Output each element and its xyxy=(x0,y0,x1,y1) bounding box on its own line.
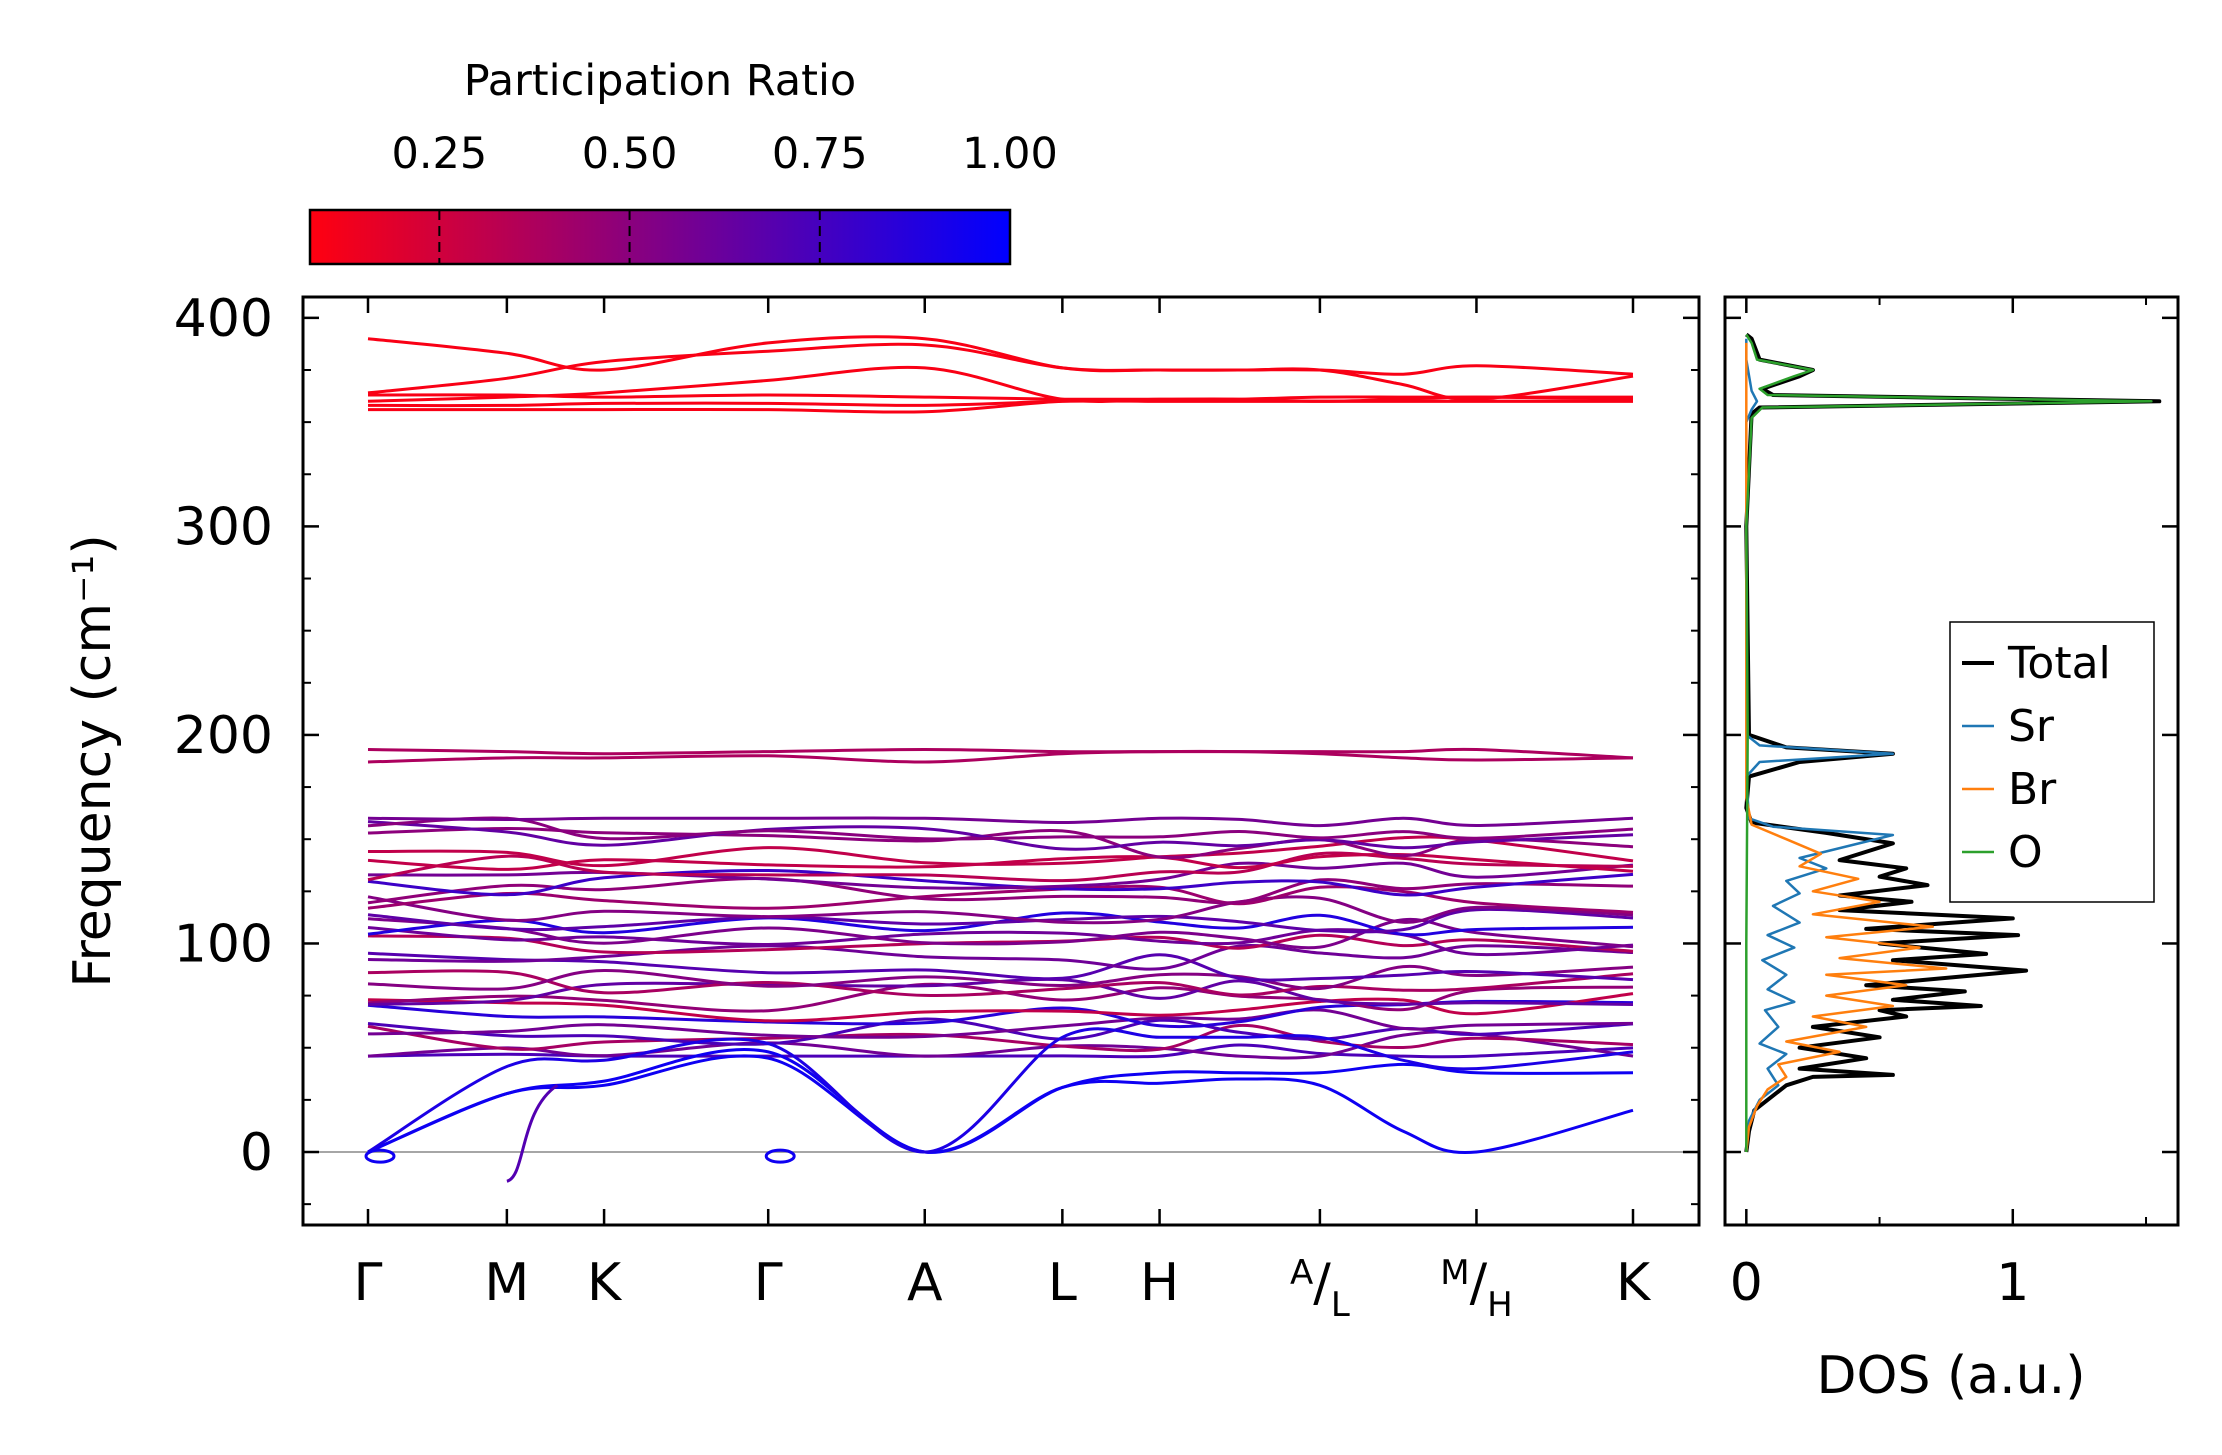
band-line-optic xyxy=(367,977,1634,1006)
band-line-optic xyxy=(367,1023,1634,1053)
dos-axes-frame xyxy=(1723,295,2180,1227)
colorbar-tick-label: 1.00 xyxy=(962,129,1058,179)
band-loop xyxy=(364,1148,396,1164)
band-line-optic xyxy=(367,876,1634,905)
band-axes-frame xyxy=(301,295,1701,1227)
y-tick-label: 100 xyxy=(174,914,273,974)
band-line-optic xyxy=(367,1008,1634,1039)
dos-x-axis-label: DOS (a.u.) xyxy=(1817,1346,2086,1406)
band-y-ticks: 0 100 200 300 400 xyxy=(174,289,1699,1206)
band-line-mid xyxy=(367,749,1634,764)
x-tick-label: K xyxy=(1616,1253,1652,1313)
x-tick-label: M xyxy=(484,1253,529,1313)
band-line-acoustic xyxy=(367,1047,1634,1154)
dos-series-o xyxy=(1745,333,2153,1152)
legend-items: Total Sr Br O xyxy=(1962,638,2111,878)
band-line-optic xyxy=(367,944,1634,971)
dos-series-br xyxy=(1745,342,1948,1153)
band-line-optic xyxy=(367,820,1634,851)
colorbar-tick-label: 0.75 xyxy=(772,129,868,179)
x-tick-label: Γ xyxy=(354,1253,383,1313)
x-tick-label: A/L xyxy=(1290,1253,1350,1325)
band-line-high xyxy=(367,342,1634,395)
dos-x-tick-label: 0 xyxy=(1730,1253,1763,1313)
band-line-high xyxy=(367,365,1634,403)
colorbar-title: Participation Ratio xyxy=(464,56,857,106)
colorbar-tick-label: 0.50 xyxy=(582,129,678,179)
colorbar-tick-label: 0.25 xyxy=(391,129,487,179)
band-line-optic xyxy=(367,917,1634,950)
band-line-optic xyxy=(367,835,1634,868)
y-tick-label: 0 xyxy=(240,1123,273,1183)
x-tick-label: M/H xyxy=(1440,1253,1512,1325)
band-line-optic xyxy=(367,992,1634,1023)
band-line-optic xyxy=(367,951,1634,982)
y-tick-label: 200 xyxy=(174,706,273,766)
band-x-ticks: Γ M K Γ A L H A/LM/H K xyxy=(354,297,1652,1325)
dos-legend: Total Sr Br O xyxy=(1949,621,2155,903)
legend-label: O xyxy=(2008,827,2043,878)
y-tick-label: 300 xyxy=(174,497,273,557)
legend-label: Br xyxy=(2008,764,2057,815)
x-tick-label: L xyxy=(1048,1253,1077,1313)
band-line-optic xyxy=(367,999,1634,1029)
dos-series-sr xyxy=(1745,338,1895,1153)
band-line-optic xyxy=(367,969,1634,998)
band-line-optic xyxy=(367,907,1634,934)
legend-label: Total xyxy=(2007,638,2111,689)
band-line-optic xyxy=(367,816,1634,828)
y-tick-label: 400 xyxy=(174,289,273,349)
colorbar-bar xyxy=(308,208,1012,266)
x-tick-label: H xyxy=(1140,1253,1179,1313)
colorbar-ticks: 0.25 0.50 0.75 1.00 xyxy=(391,129,1058,264)
x-tick-label: K xyxy=(587,1253,623,1313)
band-line-optic xyxy=(367,911,1634,937)
legend-frame xyxy=(1949,621,2155,903)
band-line-optic xyxy=(367,868,1634,897)
x-tick-label: Γ xyxy=(754,1253,783,1313)
band-line-optic xyxy=(367,851,1634,883)
band-line-imaginary xyxy=(506,1084,559,1183)
band-loop xyxy=(764,1148,796,1164)
band-line-high xyxy=(368,399,1633,414)
band-line-optic xyxy=(367,895,1634,925)
band-line-mid xyxy=(367,747,1634,760)
band-line-optic xyxy=(367,982,1634,1013)
dos-x-tick-label: 1 xyxy=(1996,1253,2029,1313)
band-y-axis-label: Frequency (cm⁻¹) xyxy=(63,534,123,987)
band-line-optic xyxy=(367,861,1634,890)
band-line-optic xyxy=(367,816,1634,841)
x-tick-label: A xyxy=(907,1253,943,1313)
dos-curves xyxy=(1744,332,2162,1153)
band-line-acoustic xyxy=(367,1027,1634,1154)
legend-label: Sr xyxy=(2008,701,2055,752)
colorbar: Participation Ratio 0.25 0.50 0.75 1.00 xyxy=(308,56,1058,266)
band-line-optic xyxy=(367,826,1634,860)
phonon-bands xyxy=(364,335,1634,1183)
band-line-optic xyxy=(367,964,1634,991)
band-line-optic xyxy=(367,926,1634,957)
